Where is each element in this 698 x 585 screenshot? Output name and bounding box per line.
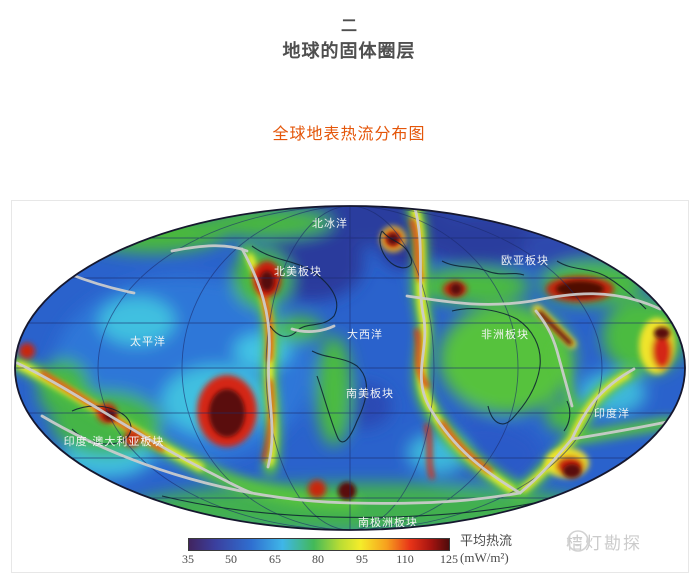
watermark: 桔灯勘探	[566, 529, 642, 554]
colorbar-ticks: 35 50 65 80 95 110 125	[182, 552, 458, 566]
map-label-arctic-ocean: 北冰洋	[312, 216, 348, 230]
colorbar-tick: 65	[269, 552, 281, 566]
map-label-african-plate: 非洲板块	[481, 327, 529, 341]
map-label-indian-ocean: 印度洋	[594, 406, 630, 420]
map-label-south-american-plate: 南美板块	[346, 386, 394, 400]
map-outline	[14, 205, 686, 531]
section-number: 二	[340, 18, 357, 35]
section-title: 地球的固体圈层	[282, 41, 416, 61]
colorbar-tick: 80	[312, 552, 324, 566]
map-label-antarctic-plate: 南极洲板块	[358, 515, 418, 529]
plate-boundaries	[15, 206, 674, 505]
world-heat-flow-map: 北冰洋 北美板块 欧亚板块 太平洋 大西洋 非洲板块 南美板块 印度洋 印度-澳…	[14, 205, 686, 531]
colorbar-tick: 95	[356, 552, 368, 566]
colorbar	[188, 538, 450, 551]
colorbar-tick: 110	[396, 552, 414, 566]
map-label-north-american-plate: 北美板块	[274, 264, 322, 278]
colorbar-title: 平均热流	[460, 533, 513, 548]
map-label-indo-australian-plate: 印度-澳大利亚板块	[64, 434, 165, 448]
figure-title: 全球地表热流分布图	[272, 126, 426, 143]
map-label-eurasian-plate: 欧亚板块	[501, 253, 549, 267]
colorbar-tick: 125	[440, 552, 458, 566]
colorbar-unit-label: 平均热流 (mW/m²)	[460, 532, 550, 566]
map-label-pacific-ocean: 太平洋	[130, 334, 166, 348]
heat-flow-map-figure: 北冰洋 北美板块 欧亚板块 太平洋 大西洋 非洲板块 南美板块 印度洋 印度-澳…	[11, 200, 689, 573]
map-body: 北冰洋 北美板块 欧亚板块 太平洋 大西洋 非洲板块 南美板块 印度洋 印度-澳…	[15, 206, 685, 530]
graticule	[15, 206, 685, 530]
colorbar-tick: 35	[182, 552, 194, 566]
colorbar-tick: 50	[225, 552, 237, 566]
map-label-atlantic-ocean: 大西洋	[347, 327, 383, 341]
colorbar-units: (mW/m²)	[460, 550, 509, 565]
moon-face-logo-icon	[567, 530, 589, 552]
